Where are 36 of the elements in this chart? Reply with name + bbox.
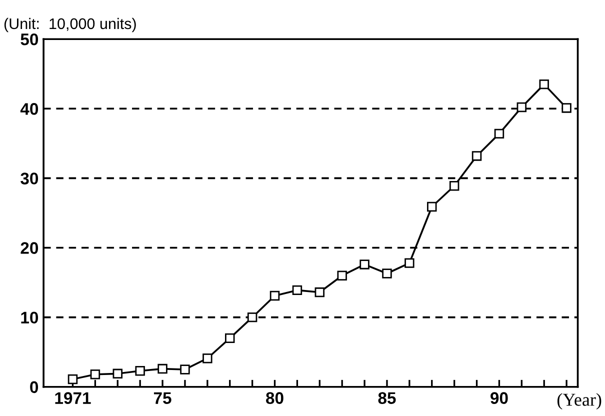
point bbox=[449, 181, 460, 191]
y-tick-label: 20 bbox=[20, 242, 38, 254]
point bbox=[516, 102, 527, 112]
point bbox=[472, 151, 482, 161]
y-tick-label: 30 bbox=[20, 172, 38, 184]
point bbox=[225, 333, 235, 344]
y-axis-title: (Unit: 10,000 units) bbox=[4, 18, 136, 32]
point bbox=[68, 374, 78, 384]
x-tick-label: 85 bbox=[378, 392, 396, 404]
x-tick-label: 80 bbox=[266, 392, 284, 404]
point bbox=[539, 79, 549, 90]
y-tick-label: 0 bbox=[30, 381, 38, 394]
x-axis-title: (Year) bbox=[557, 393, 602, 410]
point bbox=[158, 364, 168, 374]
point bbox=[202, 354, 212, 364]
point bbox=[180, 364, 190, 374]
y-tick-label: 40 bbox=[20, 103, 38, 115]
y-tick-label: 10 bbox=[21, 312, 38, 324]
point bbox=[382, 268, 392, 278]
x-tick-label: 90 bbox=[490, 392, 508, 404]
point bbox=[90, 370, 100, 380]
y-tick-label: 50 bbox=[20, 34, 38, 46]
point bbox=[562, 103, 572, 113]
point bbox=[292, 285, 302, 296]
point bbox=[360, 260, 370, 270]
point bbox=[404, 258, 414, 268]
point bbox=[337, 270, 347, 280]
point bbox=[427, 202, 437, 212]
point bbox=[135, 366, 145, 376]
x-tick-label: 1971 bbox=[55, 392, 91, 404]
point bbox=[494, 128, 504, 139]
point bbox=[270, 290, 280, 301]
x-tick-label: 75 bbox=[154, 392, 172, 404]
point bbox=[247, 312, 258, 322]
point bbox=[314, 287, 325, 298]
point bbox=[112, 368, 122, 379]
